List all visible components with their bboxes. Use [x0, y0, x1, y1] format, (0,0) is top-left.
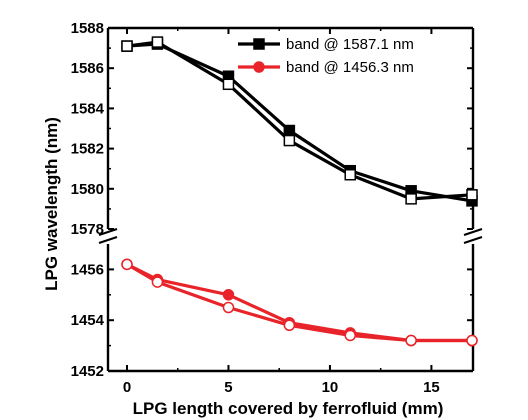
data-point [283, 124, 296, 137]
y-axis-title: LPG wavelength (nm) [42, 117, 61, 291]
x-tick-label: 5 [224, 379, 232, 396]
series-layer [121, 36, 478, 347]
right-axis-break-mark [463, 236, 483, 244]
x-axis-title: LPG length covered by ferrofluid (mm) [133, 399, 444, 418]
data-point [283, 134, 296, 147]
data-point [222, 289, 235, 301]
y-tick-label: 1588 [71, 20, 104, 37]
y-tick-label: 1580 [71, 181, 104, 198]
data-point [151, 276, 164, 288]
series-line [126, 262, 472, 343]
data-point [222, 78, 235, 91]
data-point [405, 193, 417, 205]
legend-label: band @ 1587.1 nm [286, 36, 414, 53]
legend-entry: band @ 1456.3 nm [238, 59, 414, 76]
legend-label: band @ 1456.3 nm [286, 59, 414, 76]
series-lower-0 [121, 258, 478, 347]
data-point [466, 189, 478, 201]
data-point [283, 319, 296, 332]
right-axis-break-mark [463, 228, 483, 236]
data-point [151, 36, 164, 48]
y-tick-label: 1582 [71, 141, 104, 158]
series-upper-1 [121, 36, 478, 205]
legend-entry: band @ 1587.1 nm [238, 36, 414, 53]
axes: 0 5 10 15 1578 1580 1582 1584 1586 1588 1452 1454 14… [71, 20, 473, 396]
data-point [466, 334, 478, 347]
series-line [126, 262, 472, 343]
data-point [344, 329, 356, 342]
legend: band @ 1587.1 nm band @ 1456.3 nm [238, 36, 414, 76]
x-tick-label: 10 [322, 379, 339, 396]
legend-marker [253, 61, 265, 73]
data-point [121, 258, 133, 271]
y-tick-label: 1454 [71, 312, 105, 329]
data-point [344, 168, 356, 181]
left-axis-break-mark [98, 236, 118, 244]
y-tick-label: 1578 [71, 221, 104, 238]
series-lower-1 [121, 258, 478, 347]
data-point [222, 301, 235, 314]
y-tick-label: 1584 [71, 100, 105, 117]
data-point [405, 334, 417, 347]
y-tick-label: 1456 [71, 261, 104, 278]
x-tick-label: 0 [123, 379, 131, 396]
data-point [121, 40, 133, 52]
x-tick-label: 15 [423, 379, 440, 396]
legend-marker [253, 38, 265, 50]
y-tick-label: 1586 [71, 60, 104, 77]
y-tick-label: 1452 [71, 363, 104, 380]
